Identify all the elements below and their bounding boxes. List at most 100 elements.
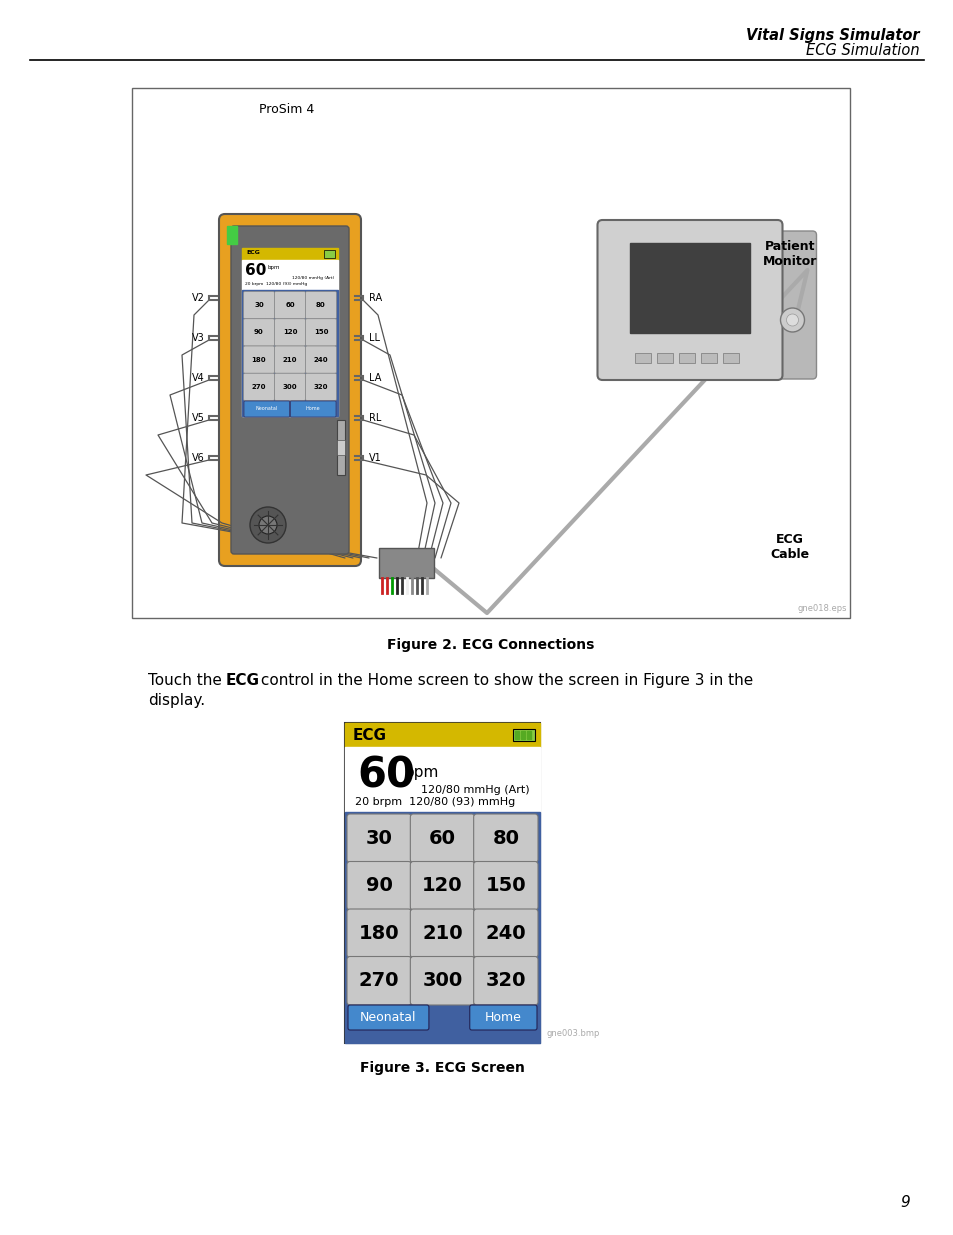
Bar [635,353,650,363]
Text: 20 brpm  120/80 (93) mmHg: 20 brpm 120/80 (93) mmHg [245,282,307,287]
Text: 120/80 mmHg (Art): 120/80 mmHg (Art) [421,785,530,795]
Text: 80: 80 [492,829,518,847]
FancyBboxPatch shape [347,814,411,862]
Bar [722,353,739,363]
FancyBboxPatch shape [274,373,305,400]
Text: V4: V4 [193,373,205,383]
FancyBboxPatch shape [244,401,289,417]
Text: RL: RL [369,412,381,424]
FancyBboxPatch shape [305,319,336,346]
FancyBboxPatch shape [597,220,781,380]
Bar [345,811,539,1044]
Bar [700,353,717,363]
Text: 270: 270 [358,971,399,990]
Bar [345,722,539,1044]
Text: 270: 270 [252,384,266,390]
FancyBboxPatch shape [274,319,305,346]
Text: 320: 320 [485,971,525,990]
Text: 60: 60 [285,303,294,308]
FancyBboxPatch shape [348,1005,429,1030]
Text: 120: 120 [422,877,462,895]
Text: ECG: ECG [246,249,259,254]
Bar [513,729,535,741]
Text: Vital Signs Simulator: Vital Signs Simulator [745,28,919,43]
Text: V1: V1 [369,453,381,463]
Text: V6: V6 [193,453,205,463]
Circle shape [785,314,798,326]
Text: 150: 150 [485,877,526,895]
Text: 60: 60 [429,829,456,847]
Text: 320: 320 [314,384,328,390]
FancyBboxPatch shape [274,291,305,319]
Bar [336,440,345,454]
FancyBboxPatch shape [410,862,475,910]
FancyBboxPatch shape [305,346,336,373]
FancyBboxPatch shape [305,373,336,400]
Bar [242,290,337,416]
Text: LL: LL [369,333,379,343]
Text: Figure 2. ECG Connections: Figure 2. ECG Connections [387,638,594,652]
FancyBboxPatch shape [305,291,336,319]
FancyBboxPatch shape [243,319,274,346]
FancyBboxPatch shape [347,956,411,1005]
Text: 210: 210 [282,357,297,363]
Text: V3: V3 [193,333,205,343]
Text: 180: 180 [252,357,266,363]
FancyBboxPatch shape [231,226,349,555]
Text: gne003.bmp: gne003.bmp [546,1029,599,1037]
Text: 120/80 mmHg (Art): 120/80 mmHg (Art) [292,275,334,280]
Text: Neonatal: Neonatal [360,1011,416,1024]
FancyBboxPatch shape [347,909,411,957]
FancyBboxPatch shape [474,862,537,910]
Bar [379,548,434,578]
Text: Home: Home [306,406,320,411]
Text: Cable: Cable [770,548,809,561]
Text: 20 brpm  120/80 (93) mmHg: 20 brpm 120/80 (93) mmHg [355,797,515,806]
FancyBboxPatch shape [474,814,537,862]
Text: 80: 80 [315,303,326,308]
FancyBboxPatch shape [274,346,305,373]
Bar [515,731,518,739]
Text: 90: 90 [365,877,393,895]
Text: Home: Home [484,1011,521,1024]
FancyBboxPatch shape [410,814,475,862]
Text: Touch the: Touch the [148,673,227,688]
Bar [679,353,695,363]
Text: bpm: bpm [405,764,439,781]
Circle shape [258,516,276,534]
FancyBboxPatch shape [613,231,816,379]
Text: control in the Home screen to show the screen in Figure 3 in the: control in the Home screen to show the s… [255,673,753,688]
Bar [227,226,236,245]
FancyBboxPatch shape [469,1005,537,1030]
Text: ProSim 4: ProSim 4 [259,103,314,116]
FancyBboxPatch shape [219,214,360,566]
Circle shape [250,508,286,543]
Text: 240: 240 [314,357,328,363]
Bar [336,420,345,475]
Text: 120: 120 [282,330,297,336]
Bar [657,353,672,363]
Text: ECG: ECG [226,673,260,688]
Text: 300: 300 [422,971,462,990]
Text: 180: 180 [358,924,399,942]
Text: gne018.eps: gne018.eps [797,604,846,613]
Text: Monitor: Monitor [762,254,817,268]
Bar [242,248,337,261]
Text: 60: 60 [356,755,415,797]
Text: 240: 240 [485,924,526,942]
Text: RA: RA [369,293,382,303]
Text: 90: 90 [253,330,264,336]
FancyBboxPatch shape [243,346,274,373]
FancyBboxPatch shape [243,373,274,400]
Text: Patient: Patient [764,240,815,253]
Text: bpm: bpm [268,266,280,270]
FancyBboxPatch shape [410,909,475,957]
Bar [345,722,539,747]
Bar [629,243,749,333]
FancyBboxPatch shape [474,909,537,957]
Text: 30: 30 [253,303,264,308]
FancyBboxPatch shape [243,291,274,319]
Circle shape [780,308,803,332]
Text: 9: 9 [900,1195,909,1210]
Bar [132,88,849,617]
